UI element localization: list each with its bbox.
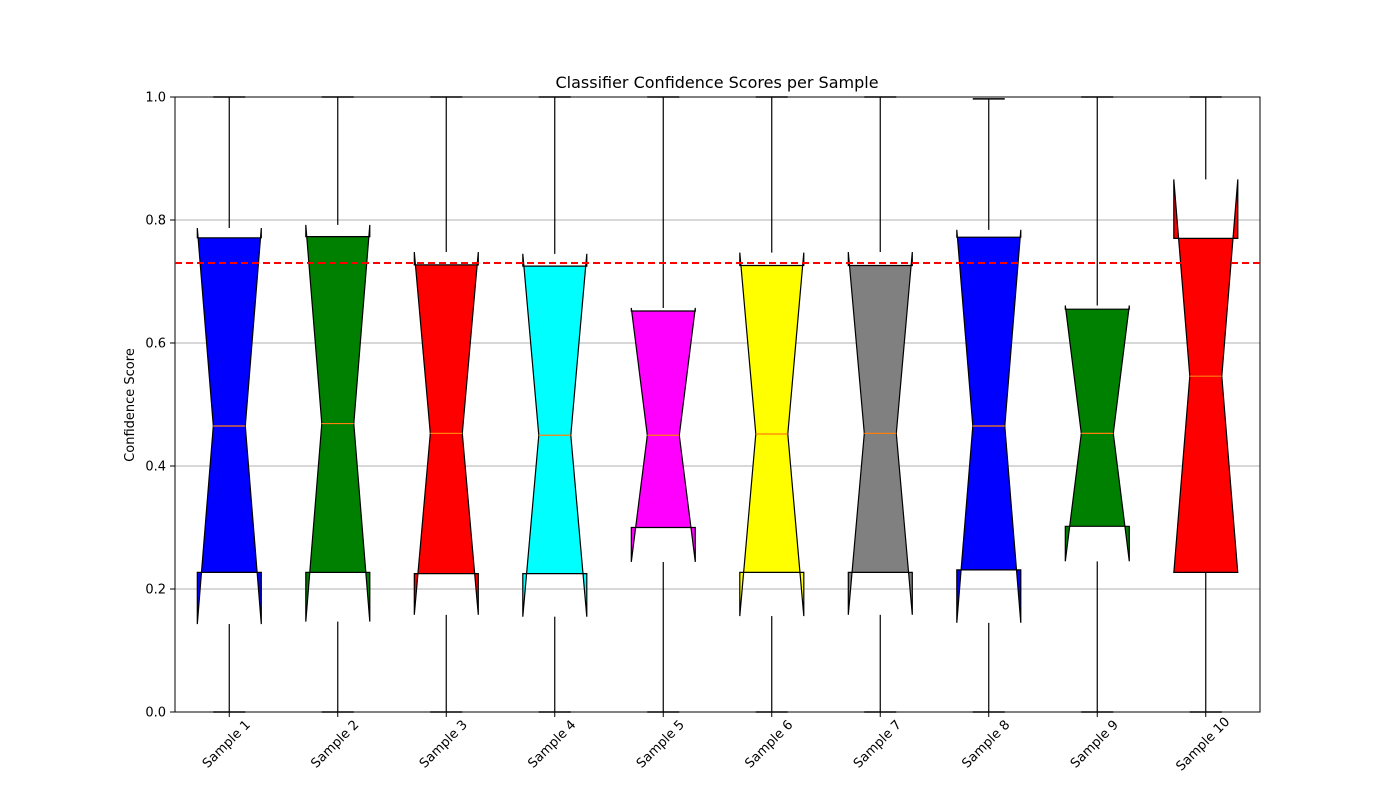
x-tick-label: Sample 7: [851, 718, 905, 772]
x-tick-label: Sample 2: [308, 718, 362, 772]
x-tick-label: Sample 4: [525, 718, 579, 772]
x-tick-label: Sample 3: [417, 718, 471, 772]
chart-title: Classifier Confidence Scores per Sample: [555, 73, 878, 92]
y-tick-label: 0.0: [145, 706, 166, 721]
y-tick-label: 0.2: [145, 583, 166, 598]
x-tick-label: Sample 9: [1068, 718, 1122, 772]
y-tick-label: 1.0: [145, 91, 166, 106]
y-tick-label: 0.6: [145, 337, 166, 352]
x-tick-label: Sample 8: [959, 718, 1013, 772]
x-tick-label: Sample 5: [634, 718, 688, 772]
x-axis-ticks: Sample 1 Sample 2 Sample 3 Sample 4 Sample 5…: [200, 712, 1233, 774]
y-axis-label: Confidence Score: [123, 348, 138, 462]
y-axis-ticks: 0.0 0.2 0.4 0.6 0.8 1.0: [145, 91, 175, 721]
box-group: [196, 96, 1239, 713]
x-tick-label: Sample 6: [742, 718, 796, 772]
y-tick-label: 0.4: [145, 460, 166, 475]
y-tick-label: 0.8: [145, 214, 166, 229]
x-tick-label: Sample 10: [1173, 715, 1233, 775]
plot-frame: [174, 96, 1261, 713]
x-tick-label: Sample 1: [200, 718, 254, 772]
